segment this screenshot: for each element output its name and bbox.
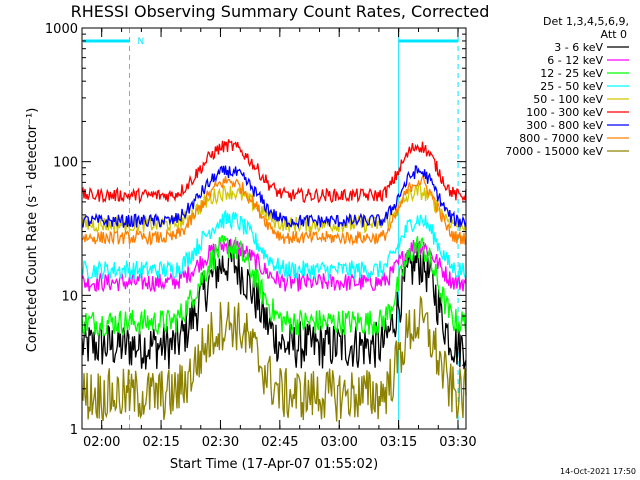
series-line-100-300-kev: [81, 139, 467, 205]
x-tick-label: 02:45: [261, 435, 298, 450]
legend-label-7000-15000-kev: 7000 - 15000 keV: [505, 145, 603, 158]
series-line-7000-15000-kev: [81, 295, 467, 422]
x-tick-label: 02:30: [202, 435, 239, 450]
series-group: [81, 139, 467, 422]
x-tick-label: 02:00: [83, 435, 120, 450]
x-tick-label: 02:15: [142, 435, 179, 450]
legend-label-12-25-kev: 12 - 25 keV: [540, 67, 603, 80]
legend-header-detectors: Det 1,3,4,5,6,9,: [543, 15, 629, 28]
legend-header-attenuator: Att 0: [601, 28, 627, 41]
legend-label-300-800-kev: 300 - 800 keV: [526, 119, 603, 132]
x-tick-label: 03:30: [439, 435, 476, 450]
y-tick-label: 1000: [45, 22, 78, 37]
y-axis: 1 10 100 1000: [45, 22, 466, 438]
y-tick-label: 1: [70, 423, 78, 438]
series-line-12-25-kev: [81, 234, 467, 337]
x-tick-label: 03:15: [380, 435, 417, 450]
legend-label-800-7000-kev: 800 - 7000 keV: [519, 132, 603, 145]
night-flag-label: N: [138, 37, 145, 47]
x-axis: 02:00 02:15 02:30 02:45 03:00 03:15 03:30: [81, 28, 477, 450]
x-axis-title: Start Time (17-Apr-07 01:55:02): [170, 457, 378, 472]
series-line-25-50-kev: [81, 210, 467, 282]
plot-frame: [81, 27, 467, 430]
series-line-300-800-kev: [81, 165, 467, 229]
series-line-6-12-kev: [81, 238, 467, 293]
series-line-3-6-kev: [81, 239, 467, 370]
legend-label-25-50-kev: 25 - 50 keV: [540, 80, 603, 93]
series-line-800-7000-kev: [81, 175, 467, 246]
y-axis-title: Corrected Count Rate (s⁻¹ detector⁻¹): [25, 108, 40, 353]
legend-label-50-100-kev: 50 - 100 keV: [533, 93, 603, 106]
series-line-50-100-kev: [81, 184, 467, 235]
y-tick-label: 10: [61, 289, 78, 304]
x-tick-label: 03:00: [320, 435, 357, 450]
legend-label-3-6-kev: 3 - 6 keV: [554, 41, 603, 54]
timestamp: 14-Oct-2021 17:50: [560, 467, 636, 476]
y-tick-label: 100: [53, 156, 78, 171]
legend-label-100-300-kev: 100 - 300 keV: [526, 106, 603, 119]
legend-label-6-12-kev: 6 - 12 keV: [547, 54, 603, 67]
chart-title: RHESSI Observing Summary Count Rates, Co…: [71, 2, 490, 21]
